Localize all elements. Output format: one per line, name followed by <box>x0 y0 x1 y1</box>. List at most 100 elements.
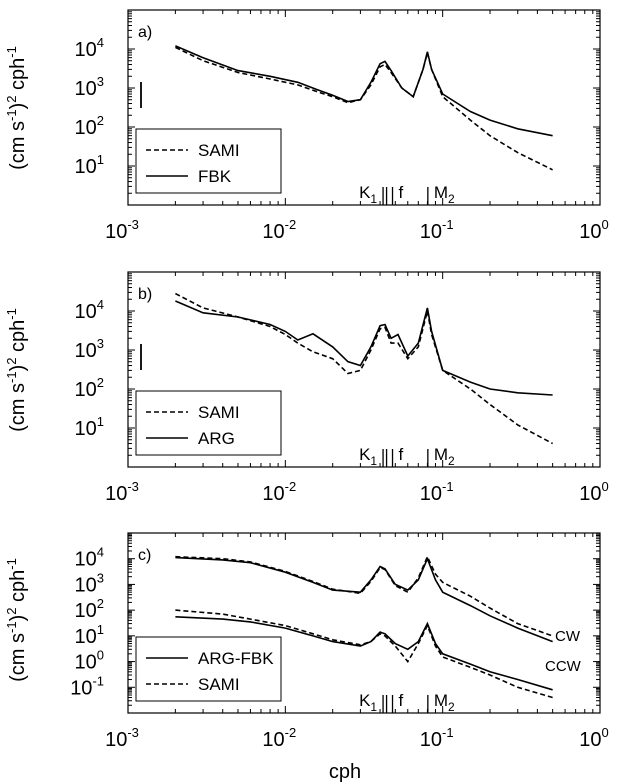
y-tick-exponent: 2 <box>97 596 104 611</box>
y-tick-exponent: -1 <box>92 673 104 688</box>
y-label-sup: 2 <box>4 96 19 103</box>
tidal-subscript: 1 <box>370 192 377 206</box>
x-tick-label: 10-1 <box>420 479 454 505</box>
x-tick-label: 100 <box>579 725 608 751</box>
y-label-part: ) <box>7 365 29 372</box>
x-tick-label: 10-2 <box>262 217 296 243</box>
tidal-label-m2: M2 <box>434 445 455 468</box>
y-tick-label: 103 <box>75 74 104 100</box>
y-label-sup: -1 <box>4 621 19 633</box>
y-tick-exponent: 3 <box>97 570 104 585</box>
x-tick-label: 10-3 <box>105 217 139 243</box>
y-label-part: cph <box>7 320 29 358</box>
y-axis-labels: (cm s-1)2 cph-1 (cm s-1)2 cph-1 (cm s-1)2 … <box>4 46 29 682</box>
x-tick-exponent: -2 <box>285 725 297 740</box>
y-tick-label: 103 <box>75 570 104 596</box>
x-tick-label: 10-3 <box>105 479 139 505</box>
series-line <box>175 556 553 643</box>
x-tick-label: 10-2 <box>262 725 296 751</box>
x-tick-label: 10-1 <box>420 725 454 751</box>
panel-label: b) <box>138 286 152 303</box>
plot-frame <box>127 9 601 206</box>
y-tick-exponent: 1 <box>97 414 104 429</box>
series-line <box>175 300 553 396</box>
x-tick-exponent: 0 <box>602 725 609 740</box>
tidal-subscript: 1 <box>370 454 377 468</box>
y-tick-exponent: 1 <box>97 622 104 637</box>
legend-label: SAMI <box>198 403 240 422</box>
x-tick-exponent: -1 <box>442 725 454 740</box>
tidal-label-k1: K1 <box>359 183 377 206</box>
series-label-ccw: CCW <box>545 658 582 675</box>
x-tick-exponent: 0 <box>602 479 609 494</box>
series-line <box>175 45 553 137</box>
y-label-sup: 2 <box>4 358 19 365</box>
y-tick-label: 101 <box>75 414 104 440</box>
y-tick-exponent: 0 <box>97 648 104 663</box>
legend-label: SAMI <box>198 675 240 694</box>
y-tick-exponent: 3 <box>97 74 104 89</box>
tidal-label-k1: K1 <box>359 691 377 714</box>
series-line <box>175 554 553 637</box>
plot-frame <box>127 271 601 468</box>
y-tick-label: 102 <box>75 596 104 622</box>
plot-frame <box>127 532 601 714</box>
tidal-label-k1: K1 <box>359 445 377 468</box>
y-tick-label: 101 <box>75 622 104 648</box>
legend-label: ARG-FBK <box>198 649 274 668</box>
y-axis-label: (cm s-1)2 cph-1 <box>4 558 29 682</box>
x-tick-exponent: 0 <box>602 217 609 232</box>
y-tick-label: 10-1 <box>70 673 104 699</box>
tidal-label-m2: M2 <box>434 691 455 714</box>
y-label-sup: -1 <box>4 308 19 320</box>
x-tick-label: 100 <box>579 479 608 505</box>
y-tick-label: 104 <box>75 545 104 571</box>
y-label-sup: -1 <box>4 558 19 570</box>
y-tick-label: 104 <box>75 297 104 323</box>
series-label-cw: CW <box>555 628 581 645</box>
x-tick-exponent: -3 <box>127 725 139 740</box>
series-line <box>175 616 553 691</box>
x-tick-exponent: -1 <box>442 217 454 232</box>
legend-box <box>135 128 282 194</box>
x-tick-exponent: -3 <box>127 479 139 494</box>
tidal-label-m2: M2 <box>434 183 455 206</box>
y-tick-exponent: 2 <box>97 113 104 128</box>
y-label-sup: -1 <box>4 371 19 383</box>
y-label-part: ) <box>7 615 29 622</box>
legend-box <box>135 636 282 702</box>
tidal-label-f: f <box>399 691 404 710</box>
legend-label: FBK <box>198 167 232 186</box>
x-tick-label: 10-1 <box>420 217 454 243</box>
y-label-sup: -1 <box>4 109 19 121</box>
y-tick-label: 103 <box>75 336 104 362</box>
y-label-sup: 2 <box>4 608 19 615</box>
y-label-part: ) <box>7 103 29 110</box>
x-tick-exponent: -3 <box>127 217 139 232</box>
y-axis-label: (cm s-1)2 cph-1 <box>4 46 29 170</box>
tidal-subscript: 1 <box>370 700 377 714</box>
x-tick-exponent: -1 <box>442 479 454 494</box>
legend-label: ARG <box>198 429 235 448</box>
y-tick-exponent: 3 <box>97 336 104 351</box>
y-tick-exponent: 4 <box>97 545 104 560</box>
x-tick-label: 10-2 <box>262 479 296 505</box>
panel-label: a) <box>138 24 152 41</box>
y-tick-exponent: 4 <box>97 35 104 50</box>
series-line <box>175 609 553 699</box>
x-axis-label: cph <box>329 761 361 782</box>
tidal-label-f: f <box>399 445 404 464</box>
tidal-subscript: 2 <box>448 192 455 206</box>
y-tick-exponent: 1 <box>97 152 104 167</box>
y-label-part: cph <box>7 58 29 96</box>
y-tick-exponent: 4 <box>97 297 104 312</box>
y-tick-label: 104 <box>75 35 104 61</box>
tidal-subscript: 2 <box>448 700 455 714</box>
x-tick-exponent: -2 <box>285 217 297 232</box>
y-tick-label: 102 <box>75 375 104 401</box>
y-tick-label: 102 <box>75 113 104 139</box>
